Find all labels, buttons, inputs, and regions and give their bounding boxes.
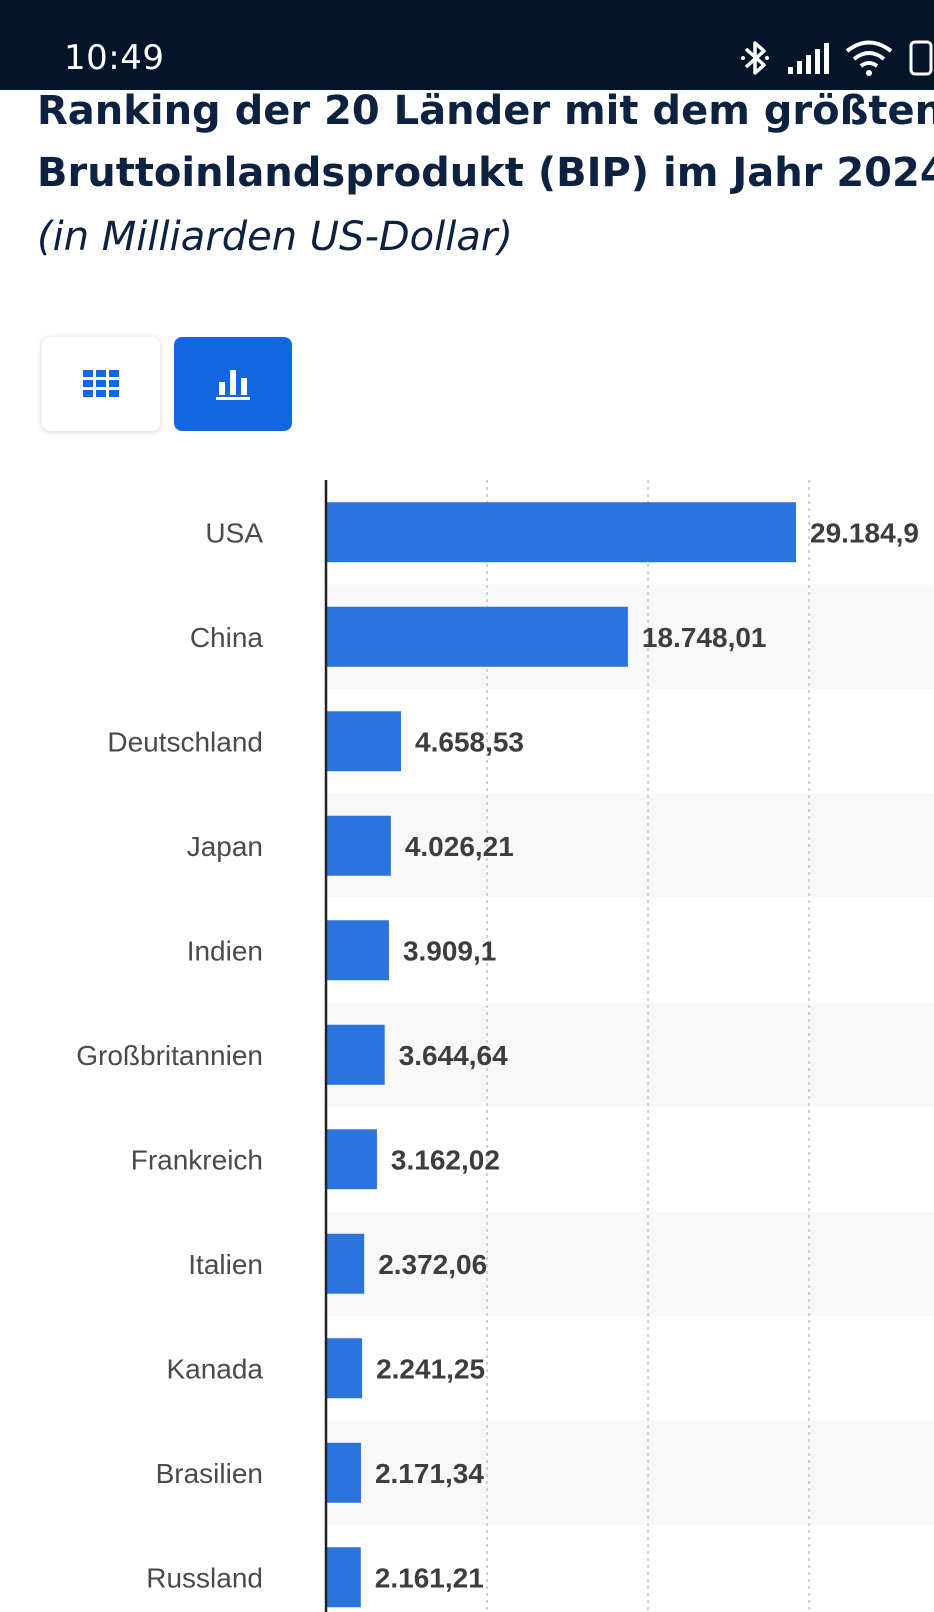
status-time: 10:49 bbox=[64, 38, 165, 78]
category-label: USA bbox=[205, 517, 263, 548]
value-label: 29.184,9 bbox=[810, 517, 919, 548]
value-label: 3.909,1 bbox=[403, 935, 496, 966]
row-band bbox=[326, 793, 934, 898]
bar[interactable] bbox=[326, 1547, 361, 1608]
value-label: 2.161,21 bbox=[375, 1562, 484, 1593]
value-label: 2.241,25 bbox=[376, 1353, 485, 1384]
value-label: 4.026,21 bbox=[405, 831, 514, 862]
category-label: Frankreich bbox=[131, 1144, 263, 1175]
chart-title: Ranking der 20 Länder mit dem größten Br… bbox=[37, 80, 934, 204]
wifi-icon bbox=[845, 40, 893, 76]
chart-title-line2: Bruttoinlandsprodukt (BIP) im Jahr 2024 bbox=[37, 150, 934, 196]
category-label: China bbox=[190, 622, 264, 653]
value-label: 3.644,64 bbox=[399, 1040, 508, 1071]
battery-icon bbox=[909, 40, 933, 76]
category-label: Kanada bbox=[166, 1353, 263, 1384]
value-label: 2.372,06 bbox=[378, 1249, 487, 1280]
category-label: Italien bbox=[188, 1249, 263, 1280]
category-label: Deutschland bbox=[107, 726, 263, 757]
category-label: Brasilien bbox=[156, 1458, 263, 1489]
bar[interactable] bbox=[326, 920, 389, 981]
table-view-button[interactable] bbox=[42, 337, 160, 431]
bar[interactable] bbox=[326, 1338, 363, 1399]
table-grid-icon bbox=[83, 370, 119, 397]
row-band bbox=[326, 1002, 934, 1107]
bar[interactable] bbox=[326, 502, 796, 563]
bar[interactable] bbox=[326, 1442, 361, 1503]
chart-title-line1: Ranking der 20 Länder mit dem größten bbox=[37, 88, 934, 134]
bluetooth-icon bbox=[741, 41, 769, 75]
category-label: Großbritannien bbox=[76, 1040, 263, 1071]
signal-icon bbox=[788, 43, 829, 74]
value-label: 18.748,01 bbox=[642, 622, 767, 653]
row-band bbox=[326, 1420, 934, 1525]
chart-view-button[interactable] bbox=[174, 337, 292, 431]
chart-subtitle: (in Milliarden US-Dollar) bbox=[37, 214, 513, 260]
category-label: Japan bbox=[187, 831, 263, 862]
bar[interactable] bbox=[326, 815, 391, 876]
bar[interactable] bbox=[326, 1024, 385, 1085]
category-label: Indien bbox=[187, 935, 263, 966]
row-band bbox=[326, 1211, 934, 1316]
status-bar: 10:49 bbox=[0, 0, 934, 90]
bar[interactable] bbox=[326, 1233, 365, 1294]
bar[interactable] bbox=[326, 606, 628, 667]
bar-chart-icon bbox=[216, 370, 250, 400]
bar[interactable] bbox=[326, 711, 402, 772]
value-label: 4.658,53 bbox=[415, 726, 524, 757]
value-label: 3.162,02 bbox=[391, 1144, 500, 1175]
bar[interactable] bbox=[326, 1129, 377, 1190]
value-label: 2.171,34 bbox=[375, 1458, 484, 1489]
category-label: Russland bbox=[146, 1562, 263, 1593]
